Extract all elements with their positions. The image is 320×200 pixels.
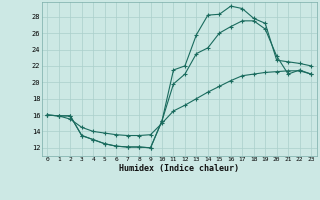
X-axis label: Humidex (Indice chaleur): Humidex (Indice chaleur) <box>119 164 239 173</box>
